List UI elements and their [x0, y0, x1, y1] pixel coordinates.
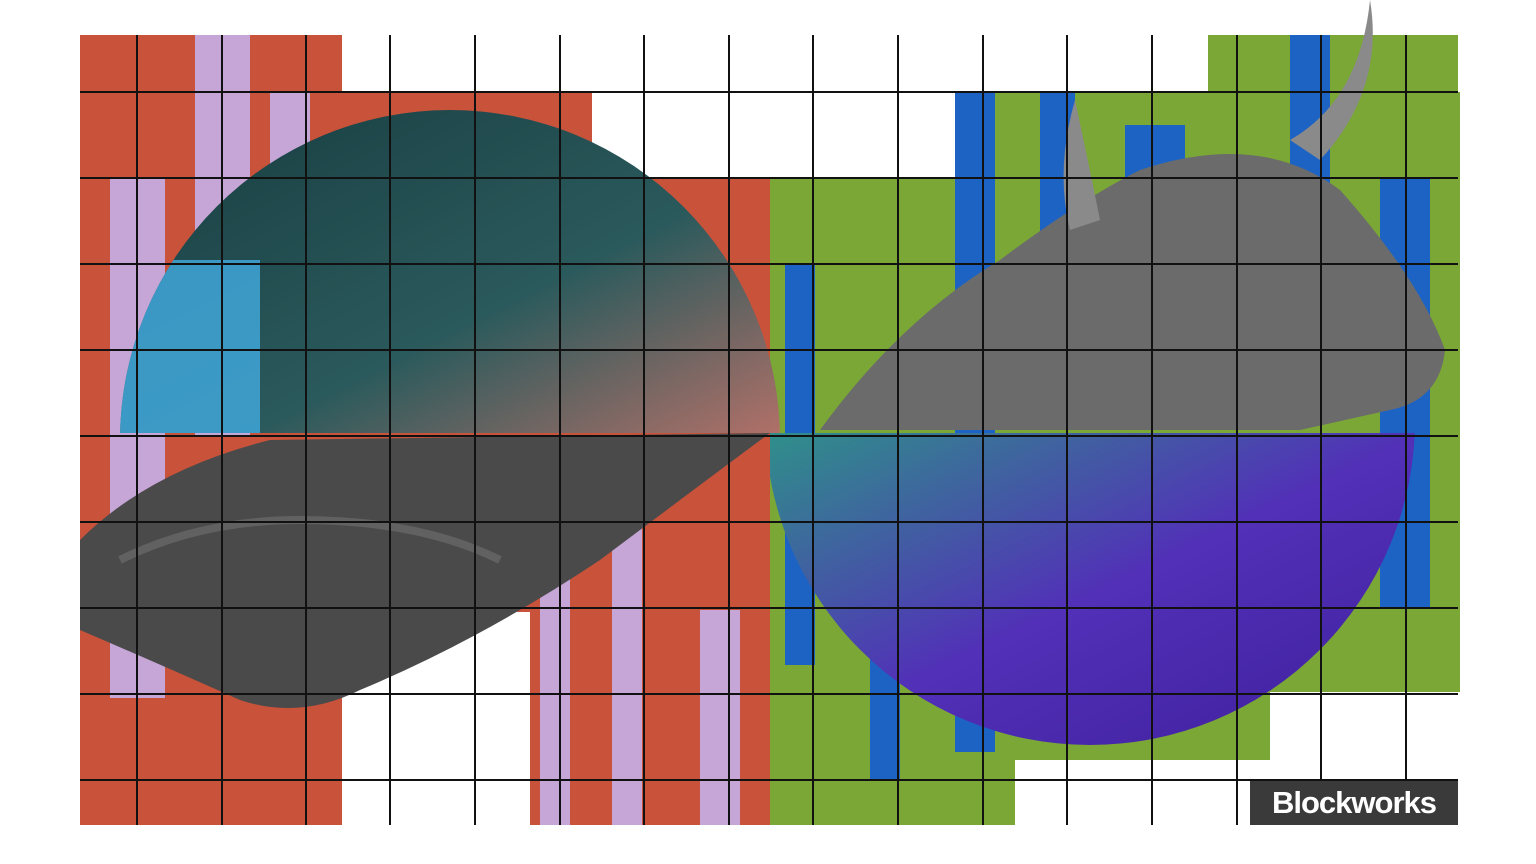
- blockworks-logo: Blockworks: [1250, 781, 1458, 825]
- bear-photo: [80, 433, 770, 708]
- color-block: [700, 610, 740, 825]
- color-block: [1208, 35, 1458, 95]
- color-block: [540, 560, 570, 825]
- grid-lines: [80, 35, 1458, 825]
- logo-text: Blockworks: [1271, 785, 1437, 820]
- bull-photo: [820, 0, 1445, 430]
